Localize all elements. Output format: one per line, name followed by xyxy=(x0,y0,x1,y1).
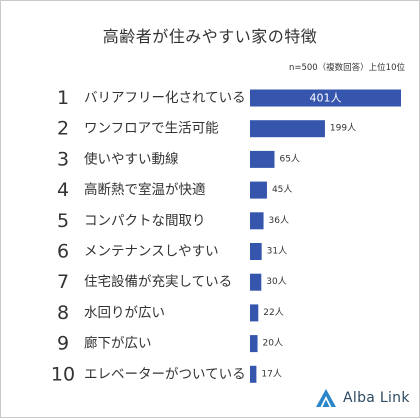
rank-number: 5 xyxy=(57,210,69,232)
chart-title: 高齢者が住みやすい家の特徴 xyxy=(102,27,318,46)
category-label: ワンフロアで生活可能 xyxy=(84,121,219,137)
category-label: 高断熱で室温が快適 xyxy=(84,181,206,198)
value-label: 17人 xyxy=(261,368,281,379)
bar xyxy=(250,150,275,168)
value-label: 22人 xyxy=(263,307,283,318)
rank-number: 9 xyxy=(57,333,69,355)
sample-note: n=500（複数回答）上位10位 xyxy=(288,63,405,73)
value-label: 36人 xyxy=(269,215,289,226)
value-label: 199人 xyxy=(330,123,356,134)
category-label: 住宅設備が充実している xyxy=(84,274,232,290)
value-label: 31人 xyxy=(267,246,287,257)
value-label: 20人 xyxy=(263,338,283,349)
alba-link-logo-icon xyxy=(316,389,336,407)
value-label: 65人 xyxy=(279,153,299,164)
value-label: 30人 xyxy=(266,276,286,287)
brand-name: Alba Link xyxy=(343,390,410,406)
bar xyxy=(250,335,258,353)
rank-number: 6 xyxy=(57,241,69,263)
brand-logo: Alba Link xyxy=(315,387,410,409)
rank-number: 2 xyxy=(57,118,69,140)
category-label: 使いやすい動線 xyxy=(84,150,179,167)
category-label: バリアフリー化されている xyxy=(84,90,246,106)
value-label: 401人 xyxy=(310,92,342,105)
category-label: コンパクトな間取り xyxy=(84,213,206,229)
bar xyxy=(250,365,257,383)
rank-number: 3 xyxy=(57,148,69,170)
bar xyxy=(250,120,325,138)
rank-number: 1 xyxy=(57,87,69,109)
category-label: エレベーターがついている xyxy=(84,366,246,382)
value-label: 45人 xyxy=(272,184,292,195)
bar xyxy=(250,304,259,322)
rank-number: 10 xyxy=(51,363,75,385)
bar xyxy=(250,212,264,230)
category-label: 廊下が広い xyxy=(84,335,152,352)
bar xyxy=(250,181,267,199)
rank-number: 4 xyxy=(57,179,69,201)
bar xyxy=(250,273,262,291)
category-label: 水回りが広い xyxy=(84,305,165,321)
bar xyxy=(250,89,401,107)
category-label: メンテナンスしやすい xyxy=(84,244,219,260)
bar xyxy=(250,243,262,260)
rank-number: 7 xyxy=(57,271,69,293)
rank-number: 8 xyxy=(57,302,69,324)
